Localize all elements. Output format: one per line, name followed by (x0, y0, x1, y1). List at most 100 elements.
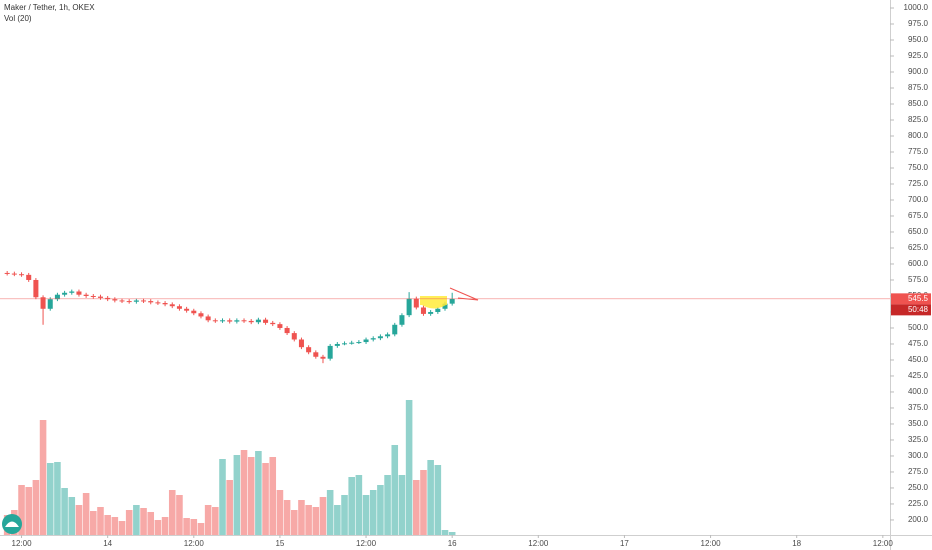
last-price-label: 545.5 (908, 294, 929, 303)
volume-label: Vol (20) (4, 14, 32, 23)
volume-bar (441, 530, 449, 535)
volume-bar (61, 488, 68, 535)
volume-bar (247, 457, 255, 535)
volume-bar (391, 445, 399, 535)
volume-bar (240, 450, 248, 535)
y-tick-label: 400.0 (908, 387, 929, 396)
x-tick-label: 17 (620, 539, 629, 548)
candle-body (112, 299, 118, 301)
candle-body (334, 343, 340, 346)
y-tick-label: 775.0 (908, 147, 929, 156)
volume-bar (197, 523, 205, 535)
y-tick-label: 325.0 (908, 435, 929, 444)
volume-bar (176, 495, 183, 535)
volume-bar (161, 517, 169, 535)
y-tick-label: 675.0 (908, 211, 929, 220)
candle-body (241, 320, 247, 322)
volume-bar (434, 465, 442, 535)
candle-body (363, 339, 369, 343)
candle-body (184, 308, 190, 311)
candle-body (284, 327, 290, 334)
volume-bar (183, 518, 190, 535)
highlight-drawing (420, 296, 447, 305)
candle-body (392, 324, 398, 335)
x-tick-label: 12:00 (356, 539, 377, 548)
volume-bar (233, 455, 241, 535)
candle-body (263, 319, 269, 323)
y-tick-label: 625.0 (908, 243, 929, 252)
candle-body (126, 301, 132, 303)
volume-bar (341, 495, 348, 535)
volume-bar (448, 532, 456, 535)
y-tick-label: 650.0 (908, 227, 929, 236)
candle-body (320, 356, 326, 359)
candle-body (370, 338, 376, 340)
volume-bar (46, 463, 54, 535)
candle-body (148, 301, 154, 303)
candle-body (198, 313, 204, 317)
volume-bar (54, 462, 61, 535)
y-tick-label: 300.0 (908, 451, 929, 460)
volume-bar (420, 470, 427, 535)
candle-body (377, 336, 383, 339)
x-tick-label: 12:00 (12, 539, 33, 548)
candle-body (420, 307, 426, 314)
candle-body (428, 311, 434, 314)
volume-bar (212, 507, 219, 535)
y-tick-label: 375.0 (908, 403, 929, 412)
candle-body (33, 279, 39, 298)
volume-bar (140, 508, 147, 535)
y-tick-label: 950.0 (908, 35, 929, 44)
candle-body (449, 298, 455, 304)
candle-body (342, 343, 348, 345)
volume-bar (75, 505, 83, 535)
candle-body (90, 295, 96, 297)
candle-body (227, 320, 233, 322)
candle-body (349, 342, 355, 344)
volume-bar (298, 500, 305, 535)
y-tick-label: 975.0 (908, 19, 929, 28)
volume-bar (319, 497, 327, 535)
y-tick-label: 350.0 (908, 419, 929, 428)
candle-body (234, 320, 240, 322)
x-tick-label: 16 (448, 539, 457, 548)
y-tick-label: 850.0 (908, 99, 929, 108)
y-tick-label: 250.0 (908, 483, 929, 492)
candle-body (47, 299, 53, 309)
volume-bar (226, 480, 233, 535)
candle-body (155, 302, 161, 304)
volume-bar (18, 485, 25, 535)
candle-body (169, 304, 175, 307)
candle-body (277, 324, 283, 328)
volume-bar (384, 475, 391, 535)
candle-body (83, 294, 89, 296)
candle-body (435, 308, 441, 312)
volume-bar (290, 510, 298, 535)
candle-body (291, 333, 297, 340)
volume-bar (111, 517, 119, 535)
last-price-box (891, 293, 931, 305)
x-tick-label: 12:00 (184, 539, 205, 548)
volume-bar (255, 451, 262, 535)
volume-bar (68, 497, 76, 535)
candle-body (4, 272, 10, 274)
candle-body (19, 274, 25, 276)
candle-body (248, 320, 254, 323)
volume-bar (90, 511, 97, 535)
candle-body (399, 315, 405, 325)
volume-bar (377, 485, 384, 535)
volume-bar (104, 515, 111, 535)
candle-body (298, 339, 304, 348)
candle-body (141, 300, 147, 302)
volume-bar (168, 490, 176, 535)
volume-bar (405, 400, 413, 535)
x-tick-label: 12:00 (873, 539, 894, 548)
candle-body (212, 320, 218, 322)
candle-body (11, 273, 17, 275)
volume-bar (262, 463, 269, 535)
candle-body (40, 297, 46, 309)
candle-body (133, 300, 139, 302)
volume-bar (348, 477, 355, 535)
volume-bar (413, 480, 420, 535)
